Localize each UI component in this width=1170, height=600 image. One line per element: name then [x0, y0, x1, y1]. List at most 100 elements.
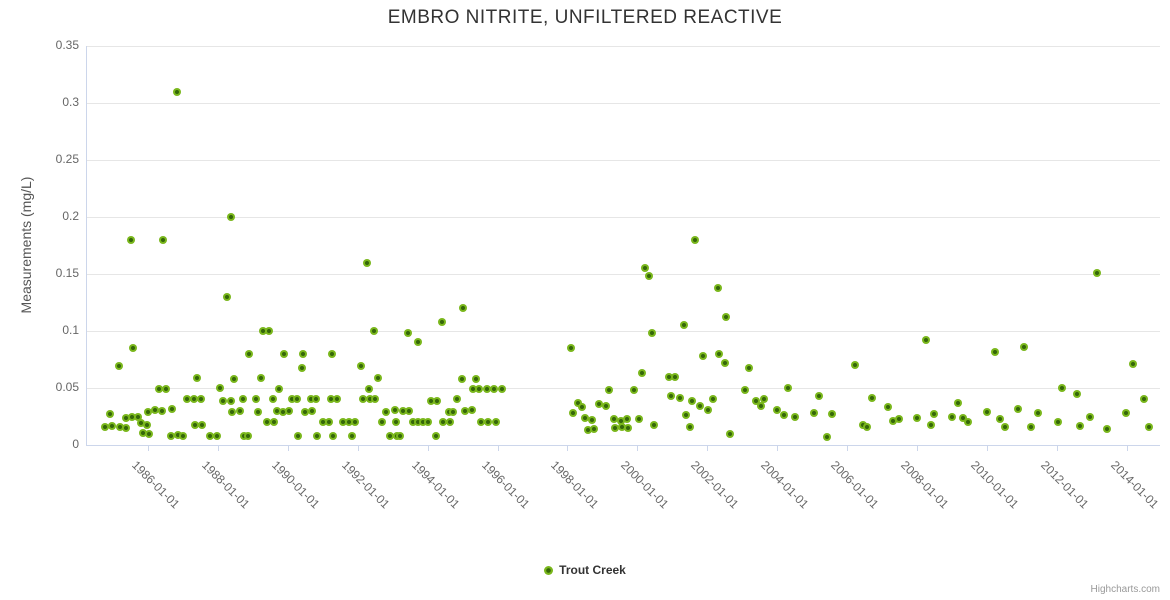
data-point[interactable] — [867, 394, 876, 403]
data-point[interactable] — [256, 373, 265, 382]
data-point[interactable] — [1013, 404, 1022, 413]
data-point[interactable] — [609, 414, 618, 423]
data-point[interactable] — [780, 411, 789, 420]
data-point[interactable] — [244, 431, 252, 440]
data-point[interactable] — [641, 264, 649, 273]
data-point[interactable] — [1057, 384, 1066, 392]
data-point[interactable] — [437, 317, 446, 326]
data-point[interactable] — [174, 430, 183, 439]
data-point[interactable] — [205, 431, 214, 440]
data-point[interactable] — [1128, 360, 1137, 369]
data-point[interactable] — [1019, 343, 1028, 351]
data-point[interactable] — [116, 422, 124, 431]
data-point[interactable] — [573, 398, 582, 407]
data-point[interactable] — [670, 372, 679, 381]
data-point[interactable] — [129, 344, 137, 353]
data-point[interactable] — [696, 402, 705, 411]
data-point[interactable] — [588, 415, 597, 424]
data-point[interactable] — [584, 426, 593, 435]
data-point[interactable] — [101, 422, 109, 431]
data-point[interactable] — [1102, 425, 1111, 433]
data-point[interactable] — [390, 405, 399, 414]
data-point[interactable] — [444, 407, 453, 416]
data-point[interactable] — [862, 422, 871, 431]
data-point[interactable] — [1073, 389, 1081, 398]
data-point[interactable] — [344, 418, 353, 427]
data-point[interactable] — [740, 386, 749, 395]
data-point[interactable] — [338, 418, 347, 427]
data-point[interactable] — [445, 418, 454, 427]
data-point[interactable] — [883, 403, 892, 412]
data-point[interactable] — [318, 418, 327, 427]
data-point[interactable] — [259, 327, 267, 335]
data-point[interactable] — [197, 420, 206, 429]
data-point[interactable] — [370, 327, 379, 335]
data-point[interactable] — [151, 405, 159, 414]
data-point[interactable] — [391, 418, 400, 427]
highcharts-credits-link[interactable]: Highcharts.com — [1090, 584, 1160, 595]
data-point[interactable] — [459, 304, 468, 313]
data-point[interactable] — [278, 407, 287, 416]
data-point[interactable] — [623, 423, 632, 432]
data-point[interactable] — [268, 395, 277, 404]
data-point[interactable] — [1121, 409, 1130, 418]
data-point[interactable] — [1075, 421, 1084, 430]
data-point[interactable] — [143, 420, 151, 429]
data-point[interactable] — [726, 429, 735, 438]
data-point[interactable] — [453, 395, 461, 404]
data-point[interactable] — [122, 423, 130, 432]
data-point[interactable] — [158, 406, 166, 415]
data-point[interactable] — [405, 406, 414, 415]
data-point[interactable] — [477, 418, 486, 427]
data-point[interactable] — [605, 386, 614, 395]
data-point[interactable] — [947, 412, 956, 421]
data-point[interactable] — [995, 414, 1004, 423]
data-point[interactable] — [439, 418, 447, 427]
data-point[interactable] — [264, 327, 273, 335]
data-point[interactable] — [680, 321, 689, 330]
data-point[interactable] — [490, 385, 498, 394]
data-point[interactable] — [127, 412, 136, 421]
data-point[interactable] — [637, 369, 646, 378]
data-point[interactable] — [469, 385, 477, 394]
data-point[interactable] — [227, 407, 236, 416]
data-point[interactable] — [427, 396, 436, 405]
data-point[interactable] — [676, 394, 685, 403]
data-point[interactable] — [930, 410, 938, 419]
data-point[interactable] — [252, 395, 260, 404]
data-point[interactable] — [810, 409, 819, 418]
data-point[interactable] — [419, 418, 428, 427]
data-point[interactable] — [219, 396, 228, 405]
data-point[interactable] — [610, 423, 619, 432]
data-point[interactable] — [311, 395, 320, 404]
data-point[interactable] — [686, 422, 695, 431]
data-point[interactable] — [714, 349, 723, 358]
data-point[interactable] — [133, 412, 142, 421]
data-point[interactable] — [958, 413, 967, 422]
data-point[interactable] — [432, 431, 440, 440]
data-point[interactable] — [760, 395, 769, 404]
data-point[interactable] — [722, 313, 731, 322]
data-point[interactable] — [226, 213, 235, 221]
data-point[interactable] — [699, 352, 708, 361]
data-point[interactable] — [752, 396, 761, 405]
data-point[interactable] — [982, 407, 991, 416]
data-point[interactable] — [192, 373, 201, 382]
data-point[interactable] — [408, 418, 417, 427]
data-point[interactable] — [1085, 412, 1094, 421]
data-point[interactable] — [154, 385, 163, 394]
data-point[interactable] — [648, 329, 656, 338]
data-point[interactable] — [306, 395, 315, 404]
data-point[interactable] — [230, 374, 238, 383]
data-point[interactable] — [616, 417, 625, 426]
data-point[interactable] — [327, 349, 336, 358]
data-point[interactable] — [396, 431, 404, 440]
data-point[interactable] — [292, 395, 301, 404]
data-point[interactable] — [963, 418, 972, 427]
data-point[interactable] — [167, 431, 176, 440]
data-point[interactable] — [223, 292, 231, 301]
data-point[interactable] — [274, 385, 283, 394]
data-point[interactable] — [757, 402, 765, 411]
data-point[interactable] — [182, 395, 191, 404]
data-point[interactable] — [888, 417, 897, 426]
